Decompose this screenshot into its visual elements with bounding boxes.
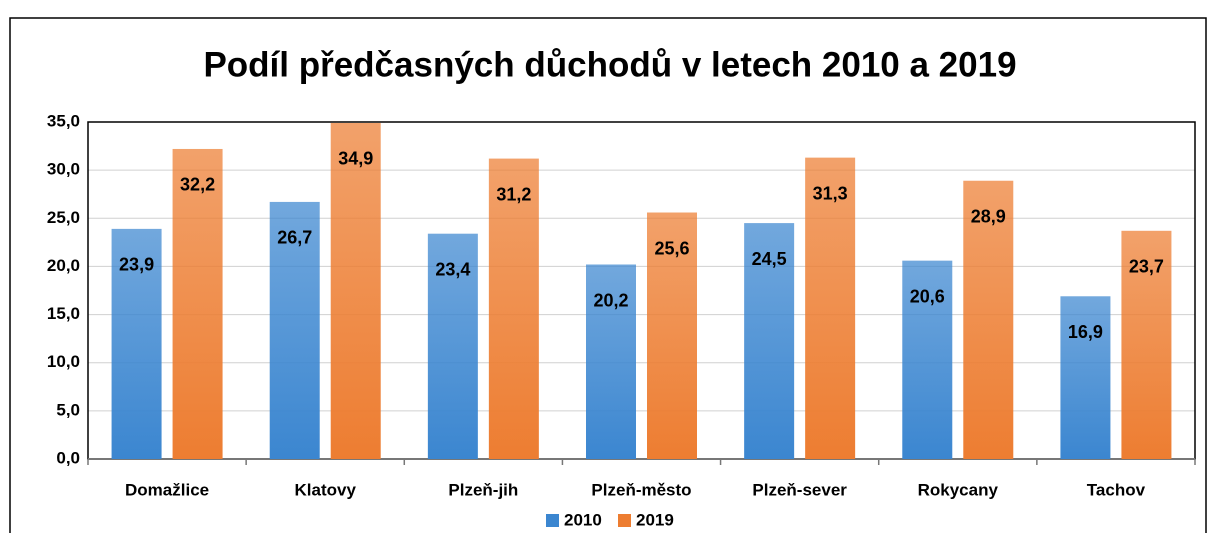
value-label: 20,2: [593, 290, 628, 310]
bar: [111, 228, 162, 459]
value-label: 23,7: [1129, 257, 1164, 277]
bar: [1060, 296, 1111, 459]
value-label: 23,9: [119, 255, 154, 275]
y-tick-label: 35,0: [47, 111, 80, 130]
y-tick-label: 20,0: [47, 256, 80, 275]
y-tick-label: 5,0: [56, 400, 80, 419]
bar: [269, 201, 320, 459]
legend-swatch: [618, 514, 631, 527]
bar: [647, 212, 697, 459]
value-label: 31,2: [496, 184, 531, 204]
bar: [488, 158, 539, 460]
value-label: 31,3: [813, 183, 848, 203]
bar: [586, 264, 636, 459]
value-label: 26,7: [277, 228, 312, 248]
y-tick-label: 25,0: [47, 208, 80, 227]
bar: [1121, 230, 1172, 459]
value-label: 20,6: [910, 286, 945, 306]
value-label: 23,4: [435, 259, 470, 279]
bar: [963, 180, 1014, 459]
y-tick-label: 0,0: [56, 448, 80, 467]
chart-title: Podíl předčasných důchodů v letech 2010 …: [203, 45, 1016, 84]
y-tick-label: 15,0: [47, 304, 80, 323]
y-tick-label: 10,0: [47, 352, 80, 371]
legend-label: 2019: [636, 510, 674, 529]
bar: [902, 260, 953, 459]
legend-label: 2010: [564, 510, 602, 529]
value-label: 16,9: [1068, 322, 1103, 342]
x-tick-label: Domažlice: [125, 480, 209, 499]
bar: [172, 148, 223, 459]
value-label: 24,5: [752, 249, 787, 269]
value-label: 28,9: [971, 206, 1006, 226]
value-label: 34,9: [338, 149, 373, 169]
value-label: 32,2: [180, 175, 215, 195]
bar: [427, 233, 478, 459]
x-tick-label: Tachov: [1087, 480, 1146, 499]
x-tick-label: Klatovy: [295, 480, 357, 499]
value-label: 25,6: [654, 238, 689, 258]
y-tick-label: 30,0: [47, 160, 80, 179]
x-tick-label: Plzeň-město: [591, 480, 691, 499]
bar: [330, 122, 381, 459]
x-tick-label: Plzeň-jih: [448, 480, 518, 499]
x-tick-label: Plzeň-sever: [752, 480, 847, 499]
bar: [805, 157, 856, 459]
bar: [744, 223, 795, 459]
legend-swatch: [546, 514, 559, 527]
x-tick-label: Rokycany: [918, 480, 999, 499]
